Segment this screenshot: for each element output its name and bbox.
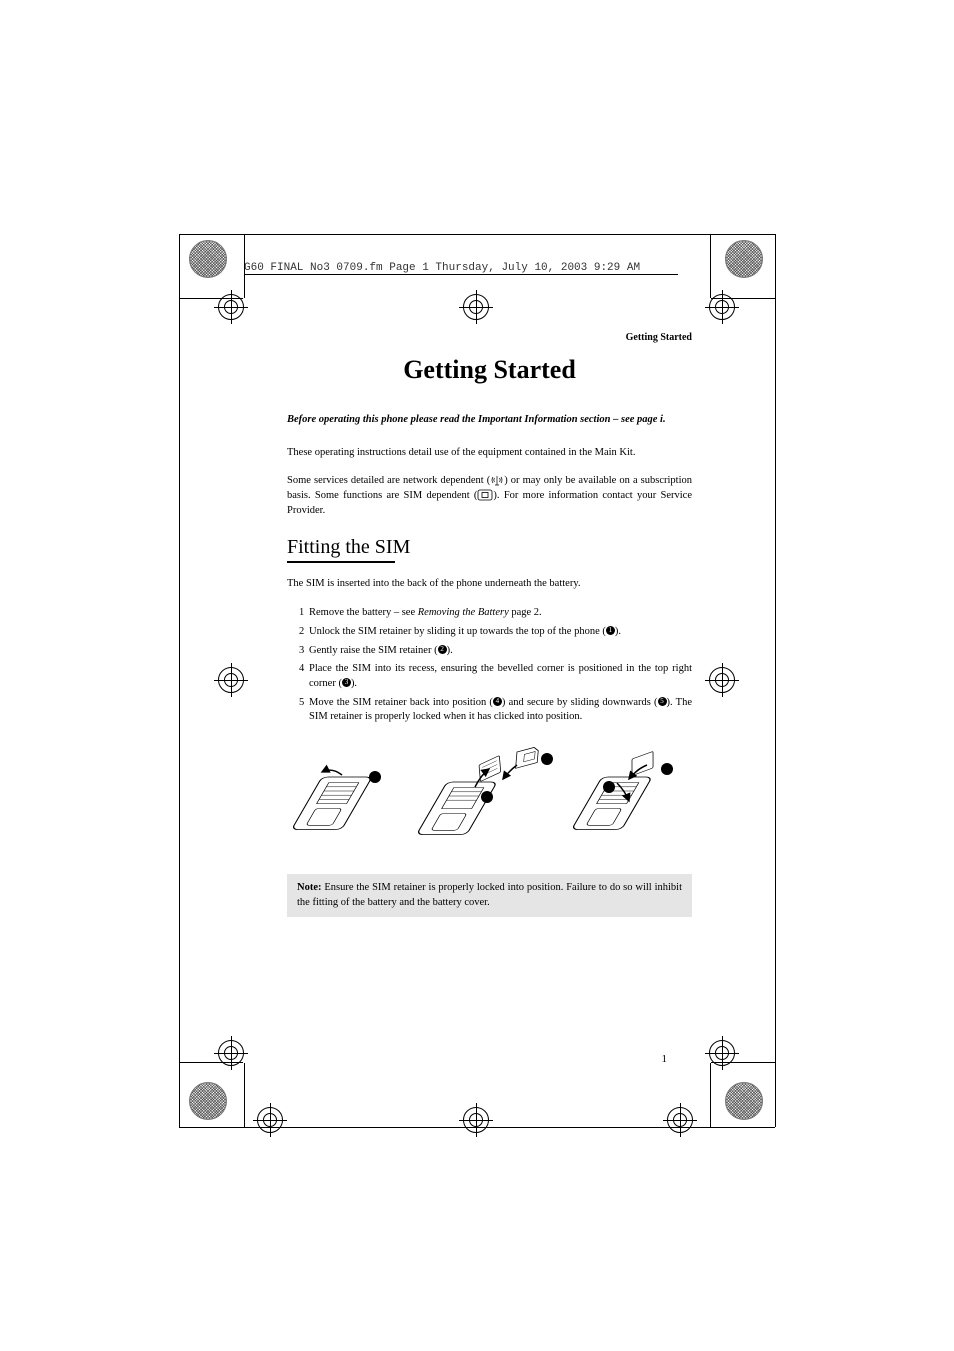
body-para-1: These operating instructions detail use … bbox=[287, 446, 692, 461]
registration-mark-icon bbox=[463, 294, 489, 320]
page-number: 1 bbox=[662, 1053, 668, 1065]
step-num: 5 bbox=[287, 696, 309, 725]
circled-number-icon: 4 bbox=[493, 697, 502, 706]
registration-mark-icon bbox=[709, 667, 735, 693]
texture-ball-icon bbox=[189, 240, 227, 278]
page-title: Getting Started bbox=[287, 355, 692, 385]
steps-list: 1 Remove the battery – see Removing the … bbox=[287, 606, 692, 725]
step-num: 3 bbox=[287, 644, 309, 659]
note-text: Ensure the SIM retainer is properly lock… bbox=[297, 882, 682, 908]
texture-ball-icon bbox=[725, 1082, 763, 1120]
list-item: 2 Unlock the SIM retainer by sliding it … bbox=[287, 625, 692, 640]
step-text: Remove the battery – see Removing the Ba… bbox=[309, 606, 692, 621]
circled-number-icon: 3 bbox=[342, 678, 351, 687]
list-item: 4 Place the SIM into its recess, ensurin… bbox=[287, 662, 692, 691]
running-header: Getting Started bbox=[287, 332, 692, 343]
step-text: Unlock the SIM retainer by sliding it up… bbox=[309, 625, 692, 640]
note-label: Note: bbox=[297, 882, 322, 893]
circled-number-icon: 5 bbox=[658, 697, 667, 706]
texture-ball-icon bbox=[189, 1082, 227, 1120]
registration-mark-icon bbox=[218, 294, 244, 320]
body-para-2: Some services detailed are network depen… bbox=[287, 474, 692, 518]
registration-mark-icon bbox=[257, 1107, 283, 1133]
texture-ball-icon bbox=[725, 240, 763, 278]
para2-a: Some services detailed are network depen… bbox=[287, 475, 490, 486]
print-header-rule bbox=[244, 274, 678, 275]
registration-mark-icon bbox=[218, 1040, 244, 1066]
list-item: 3 Gently raise the SIM retainer (2). bbox=[287, 644, 692, 659]
registration-mark-icon bbox=[218, 667, 244, 693]
registration-mark-icon bbox=[709, 1040, 735, 1066]
step-num: 2 bbox=[287, 625, 309, 640]
sim-diagram-3 bbox=[567, 747, 697, 852]
print-header: G60 FINAL No3 0709.fm Page 1 Thursday, J… bbox=[244, 262, 640, 274]
sim-icon bbox=[477, 489, 493, 501]
intro-paragraph: Before operating this phone please read … bbox=[287, 413, 692, 428]
note-box: Note: Ensure the SIM retainer is properl… bbox=[287, 874, 692, 917]
registration-mark-icon bbox=[667, 1107, 693, 1133]
circled-number-icon: 2 bbox=[438, 645, 447, 654]
sim-diagram-1 bbox=[287, 747, 417, 852]
network-icon bbox=[490, 474, 504, 486]
section-heading: Fitting the SIM bbox=[287, 536, 692, 559]
step-num: 1 bbox=[287, 606, 309, 621]
step-text: Place the SIM into its recess, ensuring … bbox=[309, 662, 692, 691]
page-content: Getting Started Getting Started Before o… bbox=[287, 332, 692, 917]
step-num: 4 bbox=[287, 662, 309, 691]
sim-diagram-2 bbox=[417, 747, 567, 852]
section-intro: The SIM is inserted into the back of the… bbox=[287, 577, 692, 592]
step-text: Move the SIM retainer back into position… bbox=[309, 696, 692, 725]
list-item: 1 Remove the battery – see Removing the … bbox=[287, 606, 692, 621]
step-text: Gently raise the SIM retainer (2). bbox=[309, 644, 692, 659]
diagram-row bbox=[287, 747, 692, 852]
circled-number-icon: 1 bbox=[606, 626, 615, 635]
registration-mark-icon bbox=[709, 294, 735, 320]
section-rule bbox=[287, 561, 395, 563]
registration-mark-icon bbox=[463, 1107, 489, 1133]
list-item: 5 Move the SIM retainer back into positi… bbox=[287, 696, 692, 725]
